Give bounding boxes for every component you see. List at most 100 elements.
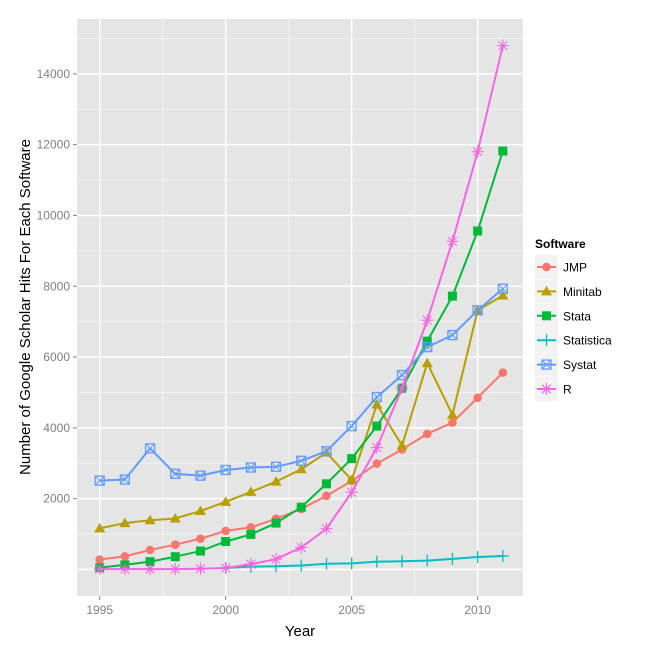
y-tick-label: 8000 bbox=[43, 279, 70, 293]
data-point-r bbox=[144, 563, 157, 576]
x-axis: 1995 2000 2005 2010 bbox=[86, 596, 491, 617]
data-point-jmp bbox=[95, 555, 104, 564]
x-tick-label: 1995 bbox=[86, 603, 113, 617]
data-point-r bbox=[345, 486, 358, 499]
x-tick-label: 2000 bbox=[212, 603, 239, 617]
data-point-r bbox=[118, 563, 131, 576]
data-point-systat bbox=[296, 455, 307, 466]
data-point-statistica bbox=[345, 557, 358, 570]
data-point-r bbox=[370, 441, 383, 454]
data-point-stata bbox=[473, 226, 483, 236]
data-point-systat bbox=[447, 329, 458, 341]
y-tick-label: 2000 bbox=[43, 492, 70, 506]
plot-panel bbox=[77, 19, 523, 596]
x-tick-label: 2005 bbox=[338, 603, 365, 617]
data-point-systat bbox=[195, 470, 206, 481]
legend-item-r: R bbox=[535, 377, 572, 401]
data-point-r bbox=[270, 553, 283, 566]
data-point-r bbox=[194, 562, 207, 575]
series-r bbox=[93, 39, 509, 576]
data-point-minitab bbox=[119, 517, 131, 528]
data-point-statistica bbox=[396, 555, 409, 568]
data-point-minitab bbox=[245, 486, 257, 496]
data-point-minitab bbox=[497, 289, 509, 300]
data-point-jmp bbox=[221, 526, 230, 536]
data-point-minitab bbox=[220, 496, 232, 506]
y-tick-label: 6000 bbox=[43, 350, 70, 364]
y-axis: 2000 4000 6000 8000 10000 12000 14000 bbox=[37, 67, 77, 506]
data-point-r bbox=[320, 522, 333, 535]
legend-item-statistica: Statistica bbox=[535, 328, 612, 353]
data-point-stata bbox=[271, 518, 281, 528]
data-point-statistica bbox=[471, 551, 484, 564]
data-point-jmp bbox=[120, 552, 130, 561]
data-point-jmp bbox=[473, 393, 482, 403]
x-tick-label: 2010 bbox=[464, 603, 491, 617]
data-point-r bbox=[169, 563, 182, 576]
data-point-statistica bbox=[370, 555, 383, 568]
data-point-jmp bbox=[498, 368, 508, 377]
data-point-statistica bbox=[295, 559, 308, 572]
data-point-statistica bbox=[496, 549, 509, 562]
data-point-jmp bbox=[422, 429, 432, 439]
minor-gridlines bbox=[77, 19, 523, 596]
data-point-minitab bbox=[194, 505, 206, 516]
data-point-r bbox=[496, 39, 509, 52]
legend: Software JMP Minitab Stata Statistica Systat… bbox=[535, 237, 612, 401]
data-point-systat bbox=[346, 420, 357, 432]
legend-key-triangle-icon bbox=[541, 285, 552, 296]
x-axis-title: Year bbox=[285, 623, 315, 640]
data-point-jmp bbox=[145, 545, 155, 555]
legend-label: Systat bbox=[563, 358, 597, 372]
series-layer bbox=[93, 39, 509, 576]
data-point-jmp bbox=[322, 491, 331, 501]
data-point-systat bbox=[321, 446, 332, 457]
data-point-stata bbox=[246, 529, 256, 539]
data-point-jmp bbox=[448, 418, 457, 427]
data-point-systat bbox=[144, 443, 156, 454]
data-point-stata bbox=[498, 146, 508, 156]
y-tick-label: 10000 bbox=[37, 208, 71, 222]
data-point-minitab bbox=[446, 409, 458, 419]
legend-label: JMP bbox=[563, 261, 587, 275]
data-point-stata bbox=[145, 557, 155, 567]
data-point-minitab bbox=[421, 357, 433, 368]
data-point-stata bbox=[296, 502, 306, 512]
data-point-r bbox=[244, 558, 257, 571]
legend-key-square-icon bbox=[542, 311, 551, 321]
data-point-r bbox=[396, 382, 409, 395]
legend-label: Minitab bbox=[563, 285, 602, 299]
data-point-minitab bbox=[346, 474, 358, 484]
data-point-jmp bbox=[196, 534, 205, 543]
legend-item-jmp: JMP bbox=[535, 255, 587, 279]
data-point-jmp bbox=[170, 540, 180, 549]
y-tick-label: 14000 bbox=[37, 67, 71, 81]
data-point-stata bbox=[347, 454, 357, 464]
legend-label: R bbox=[563, 383, 572, 397]
data-point-r bbox=[421, 314, 434, 327]
data-point-minitab bbox=[295, 463, 307, 474]
data-point-r bbox=[93, 563, 106, 576]
y-tick-label: 12000 bbox=[37, 138, 71, 152]
data-point-stata bbox=[195, 546, 205, 556]
data-point-r bbox=[446, 235, 459, 248]
data-point-minitab bbox=[270, 476, 282, 486]
data-point-jmp bbox=[372, 459, 382, 468]
data-point-statistica bbox=[320, 557, 333, 570]
legend-key-plus-icon bbox=[540, 334, 553, 347]
data-point-r bbox=[219, 562, 232, 575]
data-point-stata bbox=[447, 291, 457, 301]
data-point-systat bbox=[220, 464, 231, 476]
data-point-statistica bbox=[421, 554, 434, 567]
data-point-systat bbox=[94, 475, 105, 486]
legend-item-systat: Systat bbox=[535, 352, 597, 377]
data-point-systat bbox=[245, 462, 257, 473]
y-tick-label: 4000 bbox=[43, 421, 70, 435]
legend-item-stata: Stata bbox=[535, 303, 591, 328]
data-point-stata bbox=[321, 479, 331, 489]
legend-item-minitab: Minitab bbox=[535, 279, 602, 304]
series-minitab bbox=[94, 289, 509, 533]
legend-label: Statistica bbox=[563, 334, 612, 348]
data-point-r bbox=[471, 145, 484, 158]
